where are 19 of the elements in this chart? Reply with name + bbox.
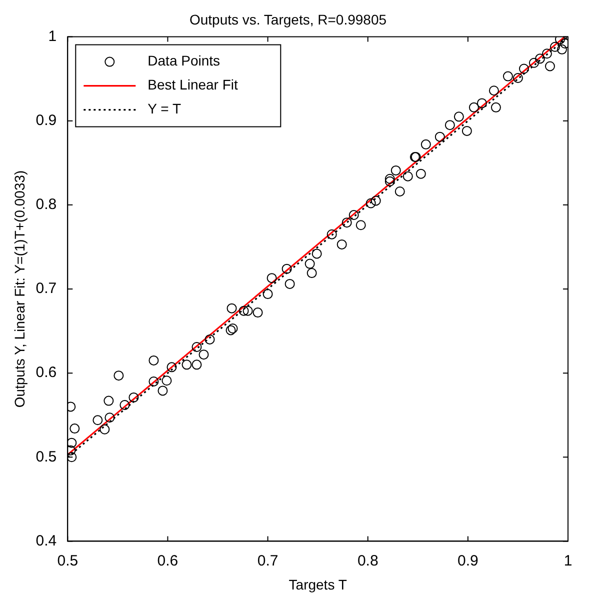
legend-label: Data Points (148, 52, 220, 69)
y-tick-label: 0.7 (36, 280, 57, 298)
y-axis-title: Outputs Y, Linear Fit: Y=(1)T+(0.0033) (11, 170, 28, 408)
x-tick-label: 0.6 (157, 552, 178, 570)
x-tick-label: 0.9 (458, 552, 478, 570)
x-tick-label: 0.5 (57, 552, 78, 570)
chart-title: Outputs vs. Targets, R=0.99805 (189, 11, 387, 28)
y-tick-label: 0.5 (36, 448, 57, 466)
legend-label: Best Linear Fit (148, 76, 238, 93)
y-tick-label: 1 (48, 28, 57, 45)
y-tick-label: 0.9 (36, 112, 57, 130)
x-tick-label: 0.7 (257, 552, 278, 570)
x-axis-title: Targets T (288, 576, 348, 592)
y-tick-label: 0.8 (36, 196, 57, 214)
y-tick-label: 0.4 (36, 532, 57, 550)
x-tick-label: 1 (564, 552, 572, 570)
x-tick-label: 0.8 (357, 552, 378, 570)
legend-label: Y = T (148, 100, 182, 117)
y-tick-label: 0.6 (36, 364, 57, 382)
